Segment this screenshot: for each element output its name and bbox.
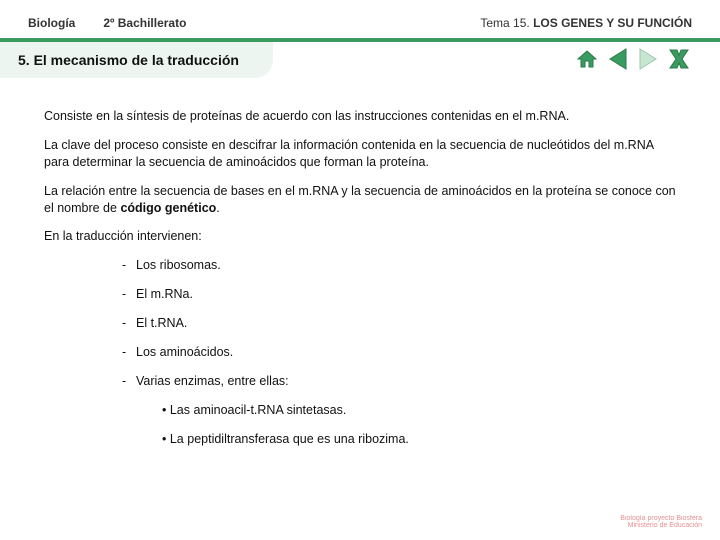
topic-title: LOS GENES Y SU FUNCIÓN: [533, 16, 692, 30]
header: Biología 2º Bachillerato Tema 15. LOS GE…: [0, 0, 720, 38]
paragraph: La relación entre la secuencia de bases …: [44, 183, 680, 217]
paragraph: En la traducción intervienen:: [44, 228, 680, 245]
list-text: La peptidiltransferasa que es una ribozi…: [170, 432, 409, 446]
triangle-left-icon[interactable]: [606, 46, 630, 72]
list-text: El m.RNa.: [136, 287, 193, 301]
bold-term: código genético: [120, 201, 216, 215]
section-title: 5. El mecanismo de la traducción: [18, 52, 239, 68]
list-item: -Varias enzimas, entre ellas:: [122, 373, 680, 390]
level-label: 2º Bachillerato: [103, 16, 186, 30]
nav-icons: [574, 46, 692, 72]
content-body: Consiste en la síntesis de proteínas de …: [0, 78, 720, 469]
bullet-list: -Los ribosomas. -El m.RNa. -El t.RNA. -L…: [122, 257, 680, 389]
footer-credit: Biología proyecto Biosfera Ministerio de…: [620, 515, 702, 530]
section-title-tab: 5. El mecanismo de la traducción: [0, 42, 273, 78]
footer-line: Ministerio de Educación: [620, 522, 702, 530]
list-item: -El m.RNa.: [122, 286, 680, 303]
close-x-icon[interactable]: [666, 46, 692, 72]
footer-line: Biología proyecto Biosfera: [620, 515, 702, 523]
section-bar: 5. El mecanismo de la traducción: [0, 42, 720, 78]
list-text: El t.RNA.: [136, 316, 187, 330]
list-item: • Las aminoacil-t.RNA sintetasas.: [162, 402, 680, 419]
home-icon[interactable]: [574, 46, 600, 72]
subject-label: Biología: [28, 16, 75, 30]
paragraph: Consiste en la síntesis de proteínas de …: [44, 108, 680, 125]
topic-label: Tema 15. LOS GENES Y SU FUNCIÓN: [480, 16, 692, 30]
topic-prefix: Tema 15.: [480, 16, 533, 30]
list-text: Las aminoacil-t.RNA sintetasas.: [170, 403, 346, 417]
triangle-right-icon[interactable]: [636, 46, 660, 72]
list-item: -Los ribosomas.: [122, 257, 680, 274]
paragraph: La clave del proceso consiste en descifr…: [44, 137, 680, 171]
text: .: [216, 201, 219, 215]
list-item: -El t.RNA.: [122, 315, 680, 332]
list-text: Los aminoácidos.: [136, 345, 233, 359]
list-text: Varias enzimas, entre ellas:: [136, 374, 289, 388]
list-item: -Los aminoácidos.: [122, 344, 680, 361]
sub-bullet-list: • Las aminoacil-t.RNA sintetasas. • La p…: [162, 402, 680, 448]
list-item: • La peptidiltransferasa que es una ribo…: [162, 431, 680, 448]
list-text: Los ribosomas.: [136, 258, 221, 272]
